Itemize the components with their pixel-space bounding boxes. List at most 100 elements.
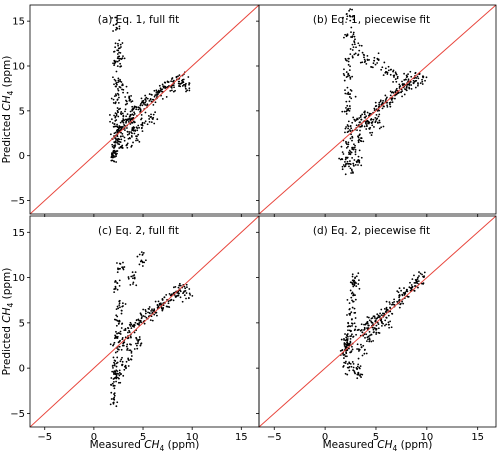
data-point	[170, 86, 173, 89]
data-point	[148, 118, 151, 120]
data-point	[351, 139, 353, 142]
data-point	[117, 373, 120, 375]
data-point	[113, 149, 116, 152]
data-point	[390, 326, 393, 329]
data-point	[364, 323, 367, 326]
data-point	[121, 88, 123, 91]
data-point	[121, 336, 124, 339]
data-point	[157, 300, 160, 303]
data-point	[362, 140, 365, 143]
data-point	[382, 99, 384, 102]
y-tick-label: 15	[12, 228, 25, 239]
data-point	[408, 86, 410, 89]
data-point	[130, 350, 133, 353]
data-point	[374, 63, 377, 66]
x-tick-label: 0	[322, 432, 328, 443]
data-point	[119, 135, 122, 138]
data-point	[350, 168, 353, 171]
data-point	[346, 335, 349, 338]
data-point	[115, 308, 118, 311]
data-point	[391, 312, 393, 315]
data-point	[114, 125, 117, 128]
data-point	[358, 133, 361, 136]
data-point	[116, 57, 119, 60]
data-point	[398, 306, 401, 309]
data-point	[133, 132, 136, 135]
data-point	[140, 114, 143, 116]
data-point	[347, 93, 350, 96]
data-point	[348, 165, 350, 168]
data-point	[389, 320, 392, 323]
data-point	[139, 108, 142, 111]
data-point	[140, 127, 143, 130]
data-point	[115, 155, 117, 158]
data-point	[123, 368, 126, 371]
data-point	[116, 315, 119, 318]
data-point	[372, 328, 375, 331]
data-point	[414, 71, 417, 74]
data-point	[116, 376, 119, 379]
data-point	[376, 57, 379, 60]
data-point	[109, 133, 112, 136]
data-point	[112, 378, 115, 380]
data-point	[354, 52, 357, 55]
data-point	[378, 332, 381, 334]
data-point	[359, 116, 362, 118]
data-point	[121, 57, 124, 59]
data-point	[117, 77, 120, 80]
data-point	[353, 146, 356, 149]
data-point	[424, 79, 426, 82]
data-point	[377, 59, 380, 62]
data-point	[136, 344, 138, 347]
data-point	[345, 107, 347, 109]
data-point	[391, 97, 394, 100]
data-point	[141, 260, 144, 263]
data-point	[357, 54, 359, 57]
data-point	[111, 153, 113, 156]
data-point	[382, 322, 384, 325]
data-point	[112, 356, 115, 359]
data-point	[354, 311, 357, 314]
data-point	[389, 105, 392, 108]
data-point	[136, 322, 139, 325]
data-point	[352, 15, 354, 18]
data-point	[133, 324, 136, 326]
data-point	[373, 59, 376, 62]
data-point	[115, 161, 118, 163]
data-point	[355, 282, 357, 285]
data-point	[114, 131, 117, 134]
data-point	[161, 308, 164, 311]
data-point	[350, 351, 352, 354]
data-point	[141, 265, 144, 267]
data-point	[348, 308, 351, 311]
data-point	[378, 127, 381, 130]
data-point	[133, 276, 136, 279]
data-point	[357, 42, 360, 45]
data-point	[343, 36, 345, 39]
data-point	[115, 405, 118, 408]
data-point	[121, 42, 124, 44]
data-point	[115, 19, 118, 22]
data-point	[346, 143, 348, 146]
data-point	[121, 360, 124, 363]
data-point	[365, 115, 367, 118]
data-point	[119, 263, 122, 265]
data-point	[360, 156, 363, 159]
one-to-one-line	[259, 216, 496, 427]
x-tick-label: 5	[373, 432, 379, 443]
data-point	[159, 87, 162, 90]
data-point	[386, 104, 389, 107]
data-point	[341, 168, 344, 171]
data-point	[129, 321, 132, 324]
data-point	[412, 82, 415, 85]
data-point	[353, 322, 356, 325]
data-point	[188, 292, 191, 295]
data-point	[378, 101, 381, 104]
data-point	[384, 324, 386, 327]
data-point	[129, 335, 132, 338]
data-point	[124, 96, 127, 98]
data-point	[112, 98, 115, 101]
data-point	[113, 361, 115, 364]
data-point	[126, 91, 129, 94]
data-point	[117, 88, 119, 90]
